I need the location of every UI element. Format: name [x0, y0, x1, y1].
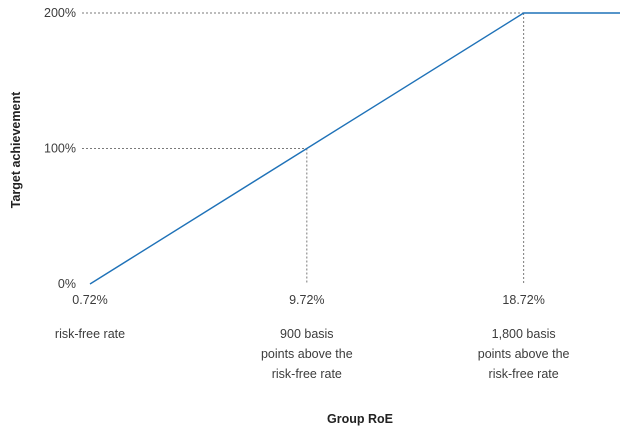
- x-tick-label: 9.72%: [289, 293, 324, 307]
- x-annotation-line: 900 basis: [280, 327, 334, 341]
- x-annotation-line: risk-free rate: [55, 327, 125, 341]
- x-tick-label: 0.72%: [72, 293, 107, 307]
- x-annotation-line: risk-free rate: [489, 367, 559, 381]
- reference-guides: [82, 12, 525, 284]
- x-annotation-line: points above the: [478, 347, 570, 361]
- x-annotation-line: points above the: [261, 347, 353, 361]
- y-axis-title: Target achievement: [9, 91, 23, 208]
- x-annotation-line: 1,800 basis: [492, 327, 556, 341]
- series-layer: [89, 12, 620, 285]
- x-tick-label: 18.72%: [502, 293, 544, 307]
- y-tick-label: 0%: [58, 277, 76, 291]
- y-tick-label: 200%: [44, 6, 76, 20]
- x-tick-labels: 0.72% 9.72% 18.72%: [72, 293, 545, 307]
- series-line-0: [89, 12, 620, 285]
- x-axis-title: Group RoE: [327, 412, 393, 426]
- x-annotations: risk-free rate 900 basis points above the r…: [55, 327, 570, 381]
- y-tick-label: 100%: [44, 142, 76, 156]
- x-annotation-line: risk-free rate: [272, 367, 342, 381]
- y-tick-labels: 0% 100% 200%: [44, 6, 76, 291]
